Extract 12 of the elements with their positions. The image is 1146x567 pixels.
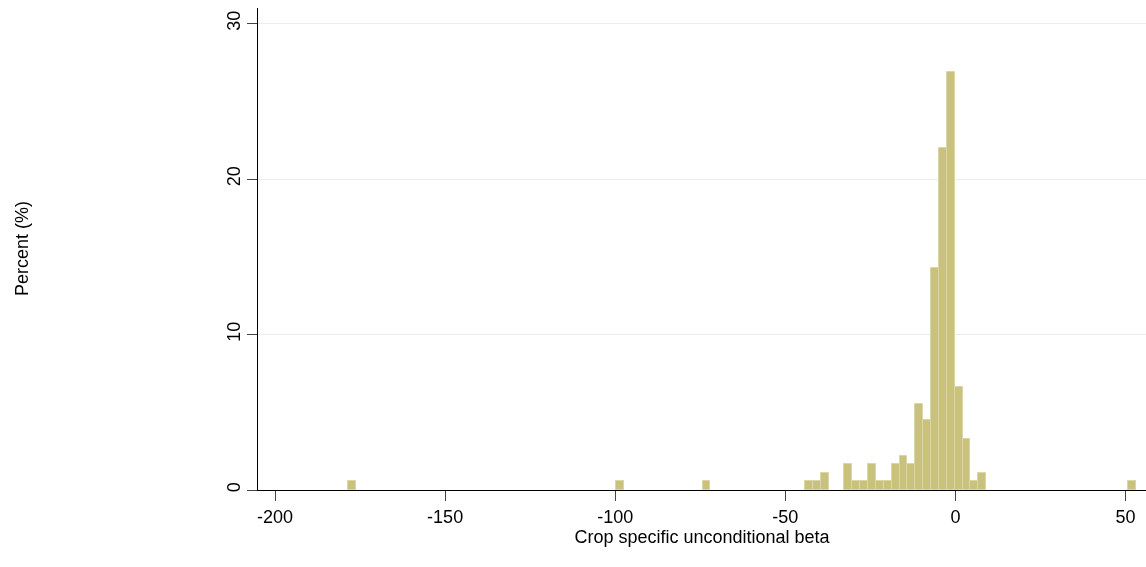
x-tick-label: 0 bbox=[950, 506, 961, 527]
y-tick-label: 0 bbox=[223, 482, 244, 493]
x-axis-title: Crop specific unconditional beta bbox=[574, 526, 831, 547]
x-tick-label: -150 bbox=[427, 506, 464, 527]
x-tick-label: -100 bbox=[597, 506, 634, 527]
x-tick-label: -200 bbox=[256, 506, 294, 527]
x-tick-label: -50 bbox=[772, 506, 799, 527]
y-tick-label: 30 bbox=[223, 10, 244, 31]
x-tick-label: 50 bbox=[1115, 506, 1136, 527]
y-tick-label: 10 bbox=[223, 321, 244, 342]
text: Percent (%) bbox=[12, 200, 32, 296]
y-tick-label: 20 bbox=[223, 166, 244, 187]
